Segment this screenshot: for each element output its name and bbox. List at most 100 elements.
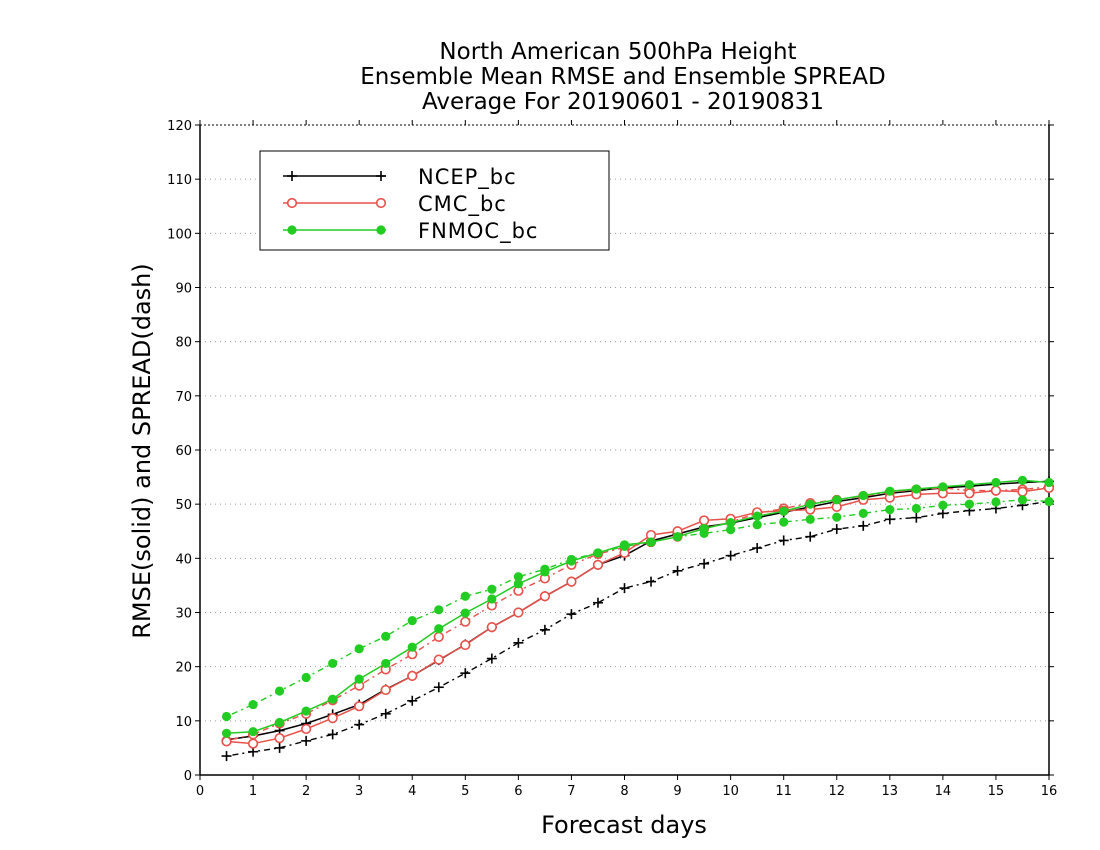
series-cmc-bc-rmse-point-28 [964,488,975,499]
series-fnmoc-bc-rmse-point-22 [805,499,815,509]
series-fnmoc-bc-spread-point-4 [328,658,338,669]
series-fnmoc-bc-spread-point-7 [407,616,417,626]
series-cmc-bc-rmse-point-11 [513,607,524,618]
series-cmc-bc-rmse-point-2 [274,733,285,744]
y-tick-label-10: 10 [175,715,192,730]
x-tick-label-8: 8 [620,784,628,799]
series-ncep-bc-spread-point-8 [433,682,444,693]
series-ncep-bc-spread-point-25 [884,514,895,525]
series-cmc-bc-spread-point-9 [460,616,471,627]
legend-label-fnmoc-bc: FNMOC_bc [418,219,538,244]
y-tick-label-20: 20 [175,661,192,676]
series-fnmoc-bc-rmse-point-15 [619,540,630,550]
series-ncep-bc-spread-point-4 [327,729,338,740]
series-fnmoc-bc-spread-point-29 [991,497,1001,507]
x-tick-label-0: 0 [196,784,204,799]
series-fnmoc-bc-rmse-point-23 [832,495,842,505]
series-fnmoc-bc-rmse-point-4 [328,694,338,704]
series-cmc-bc-rmse-point-8 [433,654,444,665]
series-fnmoc-bc-spread-point-27 [938,500,948,510]
y-tick-label-70: 70 [175,390,192,405]
series-ncep-bc-spread-point-18 [699,558,710,569]
series-fnmoc-bc-rmse-point-7 [407,642,417,652]
series-fnmoc-bc-rmse-point-20 [752,511,762,521]
y-tick-label-80: 80 [175,336,192,351]
series-cmc-bc-rmse-point-3 [301,723,312,735]
series-ncep-bc-spread-point-13 [566,609,577,620]
series-cmc-bc-rmse-point-9 [460,639,471,651]
y-tick-label-60: 60 [175,444,192,459]
series-fnmoc-bc-rmse-point-11 [513,579,523,589]
series-fnmoc-bc-rmse-point-9 [460,608,470,618]
series-fnmoc-bc-rmse-point-0 [221,728,232,738]
series-ncep-bc-spread-point-9 [460,668,471,679]
x-tick-label-13: 13 [882,784,899,799]
series-fnmoc-bc-spread-point-19 [726,525,736,535]
series-fnmoc-bc-spread-point-21 [779,517,789,527]
legend-label-cmc-bc: CMC_bc [418,192,507,217]
series-fnmoc-bc-spread-point-26 [911,503,921,514]
x-tick-label-11: 11 [775,784,792,799]
x-tick-label-14: 14 [935,784,952,799]
series-fnmoc-bc-spread-line [226,499,1050,718]
y-tick-label-90: 90 [175,282,192,297]
x-tick-label-9: 9 [673,784,681,799]
series-ncep-bc-spread-point-5 [354,719,365,730]
y-tick-label-50: 50 [175,498,192,513]
series-fnmoc-bc-rmse-point-28 [964,480,975,490]
series-fnmoc-bc-rmse-point-29 [991,477,1001,488]
series-fnmoc-bc [221,475,1054,738]
x-axis-ticks: 0 1 2 3 4 5 6 7 8 9 10 11 12 13 14 15 16 [196,120,1057,799]
series-ncep-bc-spread-point-0 [221,751,232,762]
series-cmc-bc-rmse-point-13 [566,576,577,587]
series-fnmoc-bc-spread-point-2 [274,686,285,696]
series-fnmoc-bc-spread-point-30 [1017,495,1028,505]
series-fnmoc-bc-spread-point-23 [832,512,842,522]
series-fnmoc-bc-spread-point-22 [805,514,815,524]
legend-marker-end-ncep-bc [376,171,386,181]
series-fnmoc-bc-spread-point-9 [460,591,470,601]
x-tick-label-1: 1 [249,784,257,799]
series-ncep-bc-spread-point-6 [380,708,391,719]
series-ncep-bc-spread-point-23 [831,524,842,535]
series-fnmoc-bc-spread-point-11 [513,572,523,582]
x-tick-label-10: 10 [722,784,739,799]
x-tick-label-12: 12 [828,784,845,799]
x-tick-label-16: 16 [1041,784,1058,799]
series-cmc-bc-rmse-point-5 [354,701,365,712]
series-ncep-bc-spread-point-11 [513,637,524,648]
series-fnmoc-bc-spread-point-24 [858,508,868,518]
series-ncep-bc-spread-point-26 [911,512,922,523]
series-fnmoc-bc-rmse-point-21 [779,506,789,516]
series-ncep-bc-spread-point-10 [486,653,497,664]
legend-item-ncep-bc: NCEP_bc [283,165,517,190]
series-ncep-bc-spread-point-12 [539,624,550,635]
series-fnmoc-bc-rmse-point-2 [274,717,285,728]
series-ncep-bc-spread-point-19 [725,550,736,561]
series-fnmoc-bc-rmse-point-14 [593,548,603,558]
series-cmc-bc-rmse-point-30 [1017,486,1028,497]
series-ncep-bc-spread-point-27 [937,508,948,519]
series-fnmoc-bc-spread-point-1 [248,699,258,710]
y-tick-label-100: 100 [167,227,192,242]
series-fnmoc-bc-rmse-point-13 [566,556,577,566]
y-axis-label: RMSE(solid) and SPREAD(dash) [128,263,156,639]
x-tick-label-15: 15 [988,784,1005,799]
legend-label-ncep-bc: NCEP_bc [418,165,517,190]
y-tick-label-120: 120 [167,119,192,134]
series-fnmoc-bc-spread-point-25 [885,504,895,515]
series-fnmoc-bc-rmse-point-8 [434,624,444,634]
series-fnmoc-bc-rmse-point-3 [301,706,311,716]
series-fnmoc-bc-rmse-point-16 [646,537,656,547]
legend-marker-start-ncep-bc [287,171,297,181]
series-ncep-bc-spread-point-14 [592,597,603,608]
series-fnmoc-bc-rmse-point-30 [1017,475,1028,485]
series-cmc-bc-rmse-point-10 [486,622,497,633]
y-tick-label-110: 110 [167,173,192,188]
series-fnmoc-bc-spread-point-31 [1044,496,1054,507]
series-cmc-bc-spread-point-8 [433,631,444,642]
series-fnmoc-bc-rmse-point-17 [672,532,683,542]
series-fnmoc-bc-rmse-point-19 [726,517,736,528]
series-fnmoc-bc-spread-point-20 [752,520,762,530]
